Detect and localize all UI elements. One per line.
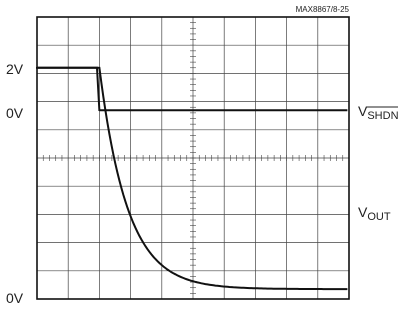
vout-series-sub: OUT (367, 211, 391, 223)
vshdn-low-level-label: 0V (6, 105, 24, 121)
plot-frame (36, 16, 350, 300)
vshdn-series-main: V (358, 103, 368, 119)
figure-id: MAX8867/8-25 (296, 5, 350, 14)
graticule (37, 17, 349, 299)
vout-series-main: V (358, 204, 368, 220)
vout-trace (37, 66, 348, 291)
vshdn-high-level-label: 2V (6, 61, 24, 77)
vshdn-series-sub: SHDN (367, 110, 398, 122)
vout-series-label: VOUT (358, 204, 391, 223)
vshdn-series-label: VSHDN (358, 103, 399, 122)
vout-zero-level-label: 0V (6, 290, 24, 306)
